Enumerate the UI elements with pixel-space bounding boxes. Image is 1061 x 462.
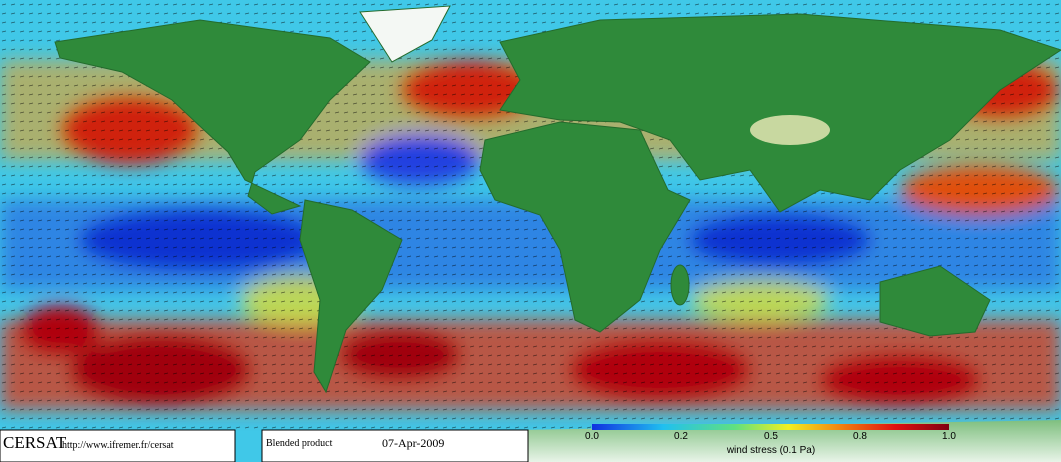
product-box [261, 429, 529, 462]
colorbar-label: wind stress (0.1 Pa) [726, 445, 815, 456]
land [54, 5, 1061, 462]
colorbar-scale [592, 424, 949, 430]
url: http://www.ifremer.fr/cersat [62, 440, 174, 451]
colorbar-tick-label: 1.0 [942, 431, 956, 442]
product: Blended product [266, 438, 333, 449]
greenland [359, 5, 451, 63]
logo: CERSAT [3, 433, 67, 452]
australia [879, 265, 991, 337]
south-america [299, 199, 403, 394]
colorbar-tick-label: 0.8 [853, 431, 867, 442]
north-america [54, 19, 371, 215]
colorbar-tick-label: 0.2 [674, 431, 688, 442]
antarctica [520, 420, 1061, 462]
africa [479, 121, 691, 333]
tibet [750, 115, 830, 145]
colorbar: 0.0 0.2 0.5 0.8 1.0 wind stress (0.1 Pa) [585, 424, 956, 456]
date: 07-Apr-2009 [382, 436, 444, 450]
eurasia [499, 13, 1061, 213]
colorbar-tick-label: 0.5 [764, 431, 778, 442]
colorbar-tick-label: 0.0 [585, 431, 599, 442]
logo-box [0, 429, 236, 462]
footer: CERSAT http://www.ifremer.fr/cersat Blen… [0, 429, 529, 462]
madagascar [670, 264, 690, 306]
